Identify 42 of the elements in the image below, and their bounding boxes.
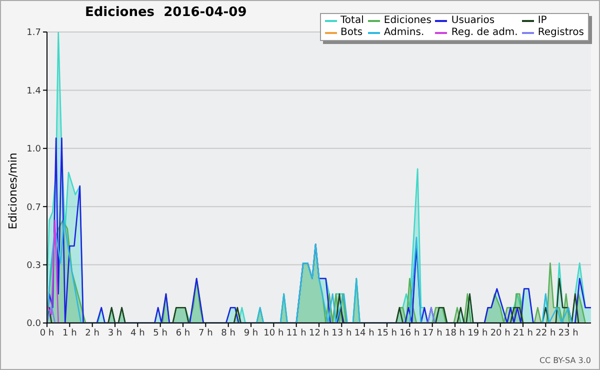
x-tick-label: 10 h [264, 328, 284, 338]
x-tick-label: 13 h [332, 328, 352, 338]
x-tick-label: 17 h [422, 328, 442, 338]
x-tick-label: 23 h [558, 328, 578, 338]
y-tick-label: 1.0 [26, 144, 42, 155]
x-tick-label: 14 h [354, 328, 374, 338]
chart-title: Ediciones 2016-04-09 [85, 5, 247, 20]
y-axis-title: Ediciones/min [6, 152, 20, 230]
x-tick-label: 20 h [490, 328, 510, 338]
x-tick-label: 5 h [153, 328, 168, 338]
legend-label: Registros [538, 27, 584, 39]
text: CC BY-SA 3.0 [539, 356, 591, 365]
x-tick-label: 11 h [286, 328, 306, 338]
x-tick-label: 6 h [176, 328, 190, 338]
x-tick-label: 9 h [244, 328, 258, 338]
x-tick-label: 18 h [444, 328, 466, 338]
x-tick-label: 4 h [130, 328, 145, 338]
x-tick-label: 0 h [40, 328, 54, 338]
y-tick-label: 0.3 [26, 260, 41, 271]
legend-label: Admins. [384, 27, 424, 39]
y-tick-label: 1.7 [26, 28, 41, 38]
legend-label: IP [538, 15, 547, 27]
x-tick-label: 19 h [468, 328, 488, 338]
y-tick-label: 0.0 [26, 319, 42, 330]
x-tick-label: 8 h [221, 328, 236, 338]
legend-label: Ediciones [384, 15, 432, 27]
x-tick-label: 7 h [198, 328, 213, 338]
x-tick-label: 15 h [376, 328, 398, 338]
x-tick-label: 2 h [85, 328, 100, 338]
legend-label: Total [340, 15, 364, 27]
x-tick-label: 21 h [512, 328, 534, 338]
x-tick-label: 1 h [62, 328, 77, 338]
x-tick-label: 12 h [308, 328, 330, 338]
legend-label: Bots [340, 27, 363, 39]
legend-label: Usuarios [451, 15, 495, 27]
line-series [47, 220, 59, 323]
x-tick-label: 16 h [400, 328, 420, 338]
legend-label: Reg. de adm. [451, 27, 518, 39]
x-tick-label: 3 h [108, 328, 122, 338]
y-tick-label: 0.7 [26, 202, 41, 213]
y-tick-label: 1.4 [26, 86, 42, 96]
x-tick-label: 22 h [536, 328, 556, 338]
